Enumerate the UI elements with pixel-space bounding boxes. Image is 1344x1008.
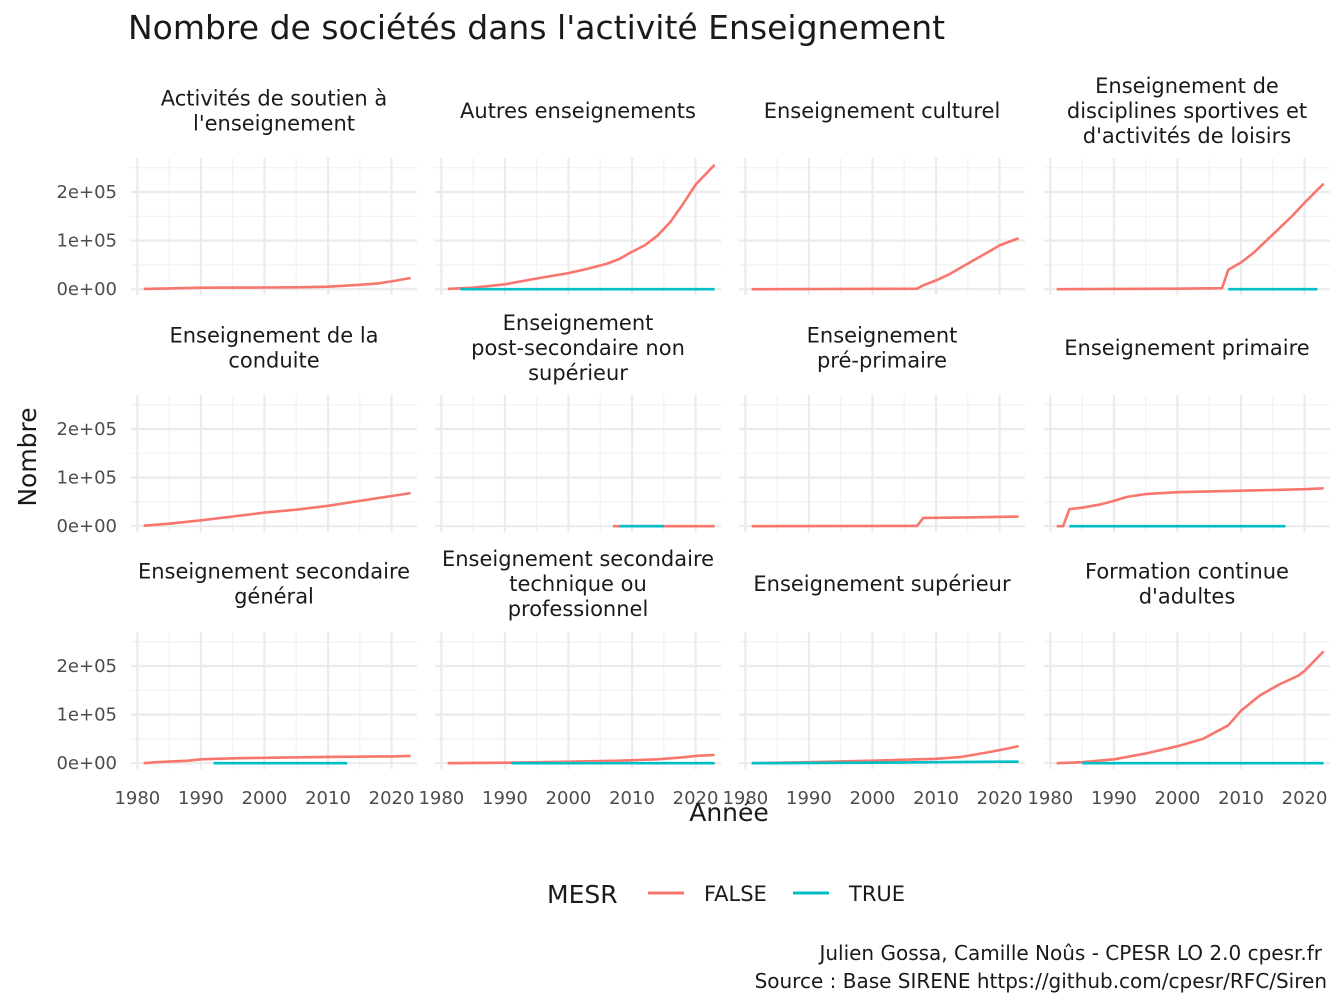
y-tick-label: 2e+05 xyxy=(56,656,117,677)
y-axis-title: Nombre xyxy=(13,407,42,506)
facet-title: disciplines sportives et xyxy=(1067,99,1307,123)
y-tick-label: 1e+05 xyxy=(56,705,117,726)
x-tick-label: 1980 xyxy=(114,788,160,809)
x-tick-label: 2020 xyxy=(1282,788,1328,809)
x-tick-label: 1980 xyxy=(1027,788,1073,809)
facet-title: Formation continue xyxy=(1085,560,1289,584)
facet-title: Activités de soutien à xyxy=(161,87,388,111)
y-tick-label: 2e+05 xyxy=(56,182,117,203)
facet-title: Enseignement de la xyxy=(169,324,378,348)
facet-title: post-secondaire non xyxy=(471,336,685,360)
facet-title: conduite xyxy=(228,349,319,373)
series-line-false xyxy=(143,754,411,765)
facet-title: professionnel xyxy=(508,597,649,621)
facet-title: Enseignement xyxy=(807,324,958,348)
y-tick-label: 1e+05 xyxy=(56,231,117,252)
x-tick-label: 1980 xyxy=(722,788,768,809)
facet-title: général xyxy=(234,585,314,609)
facet-panel: Enseignement culturel xyxy=(739,99,1025,295)
facet-title: Autres enseignements xyxy=(460,99,696,123)
facet-title: Enseignement primaire xyxy=(1064,336,1309,360)
facet-title: Enseignement culturel xyxy=(764,99,1001,123)
facet-title: technique ou xyxy=(509,572,647,596)
x-tick-label: 2010 xyxy=(913,788,959,809)
x-tick-label: 2020 xyxy=(977,788,1023,809)
facet-title: Enseignement de xyxy=(1095,74,1279,98)
facet-panel: Autres enseignements xyxy=(435,99,721,295)
series-line-false xyxy=(751,236,1020,291)
x-tick-label: 1980 xyxy=(418,788,464,809)
series-line-false xyxy=(751,515,1019,528)
facet-title: pré-primaire xyxy=(817,349,947,373)
x-axis-title: Année xyxy=(689,798,769,827)
chart-title: Nombre de sociétés dans l'activité Ensei… xyxy=(128,8,945,47)
x-tick-label: 2020 xyxy=(673,788,719,809)
facet-title: d'activités de loisirs xyxy=(1083,124,1291,148)
series-line-false xyxy=(1056,487,1324,528)
facet-panel: Enseignement primaire xyxy=(1044,336,1330,532)
facet-title: Enseignement secondaire xyxy=(442,547,714,571)
x-tick-label: 2010 xyxy=(609,788,655,809)
x-tick-label: 2000 xyxy=(1155,788,1201,809)
facet-title: l'enseignement xyxy=(193,112,355,136)
y-tick-label: 0e+00 xyxy=(56,279,117,300)
facet-grid: Activités de soutien àl'enseignement 0e+0… xyxy=(56,74,1330,809)
series-line-true xyxy=(751,760,1019,765)
caption-source: Source : Base SIRENE https://github.com/… xyxy=(755,969,1327,993)
x-tick-label: 2000 xyxy=(242,788,288,809)
facet-title: d'adultes xyxy=(1139,585,1236,609)
y-tick-label: 0e+00 xyxy=(56,753,117,774)
legend-title: MESR xyxy=(547,880,618,909)
x-tick-label: 2010 xyxy=(1218,788,1264,809)
series-line-false xyxy=(143,491,411,527)
y-tick-label: 0e+00 xyxy=(56,516,117,537)
legend: MESR FALSE TRUE xyxy=(547,880,905,909)
x-tick-label: 1990 xyxy=(1091,788,1137,809)
legend-label-false: FALSE xyxy=(704,882,767,906)
facet-title: Enseignement supérieur xyxy=(753,572,1011,596)
x-tick-label: 1990 xyxy=(178,788,224,809)
facet-title: Enseignement secondaire xyxy=(138,560,410,584)
x-tick-label: 2000 xyxy=(850,788,896,809)
x-tick-label: 1990 xyxy=(482,788,528,809)
facet-panel: Enseignement supérieur 1980 1990 2000 2010 20… xyxy=(722,572,1025,809)
series-line-false xyxy=(1056,650,1325,765)
series-line-false xyxy=(143,276,411,291)
caption-authors: Julien Gossa, Camille Noûs - CPESR LO 2.… xyxy=(817,941,1322,965)
series-line-false xyxy=(1056,182,1325,291)
facet-title: supérieur xyxy=(528,361,628,385)
x-tick-label: 1990 xyxy=(786,788,832,809)
x-tick-label: 2020 xyxy=(369,788,415,809)
x-tick-label: 2010 xyxy=(305,788,351,809)
y-tick-label: 2e+05 xyxy=(56,419,117,440)
series-line-false xyxy=(447,163,716,291)
y-tick-label: 1e+05 xyxy=(56,468,117,489)
legend-label-true: TRUE xyxy=(848,882,905,906)
x-tick-label: 2000 xyxy=(546,788,592,809)
facet-title: Enseignement xyxy=(503,311,654,335)
facet-panel: Activités de soutien àl'enseignement 0e+0… xyxy=(56,87,417,300)
